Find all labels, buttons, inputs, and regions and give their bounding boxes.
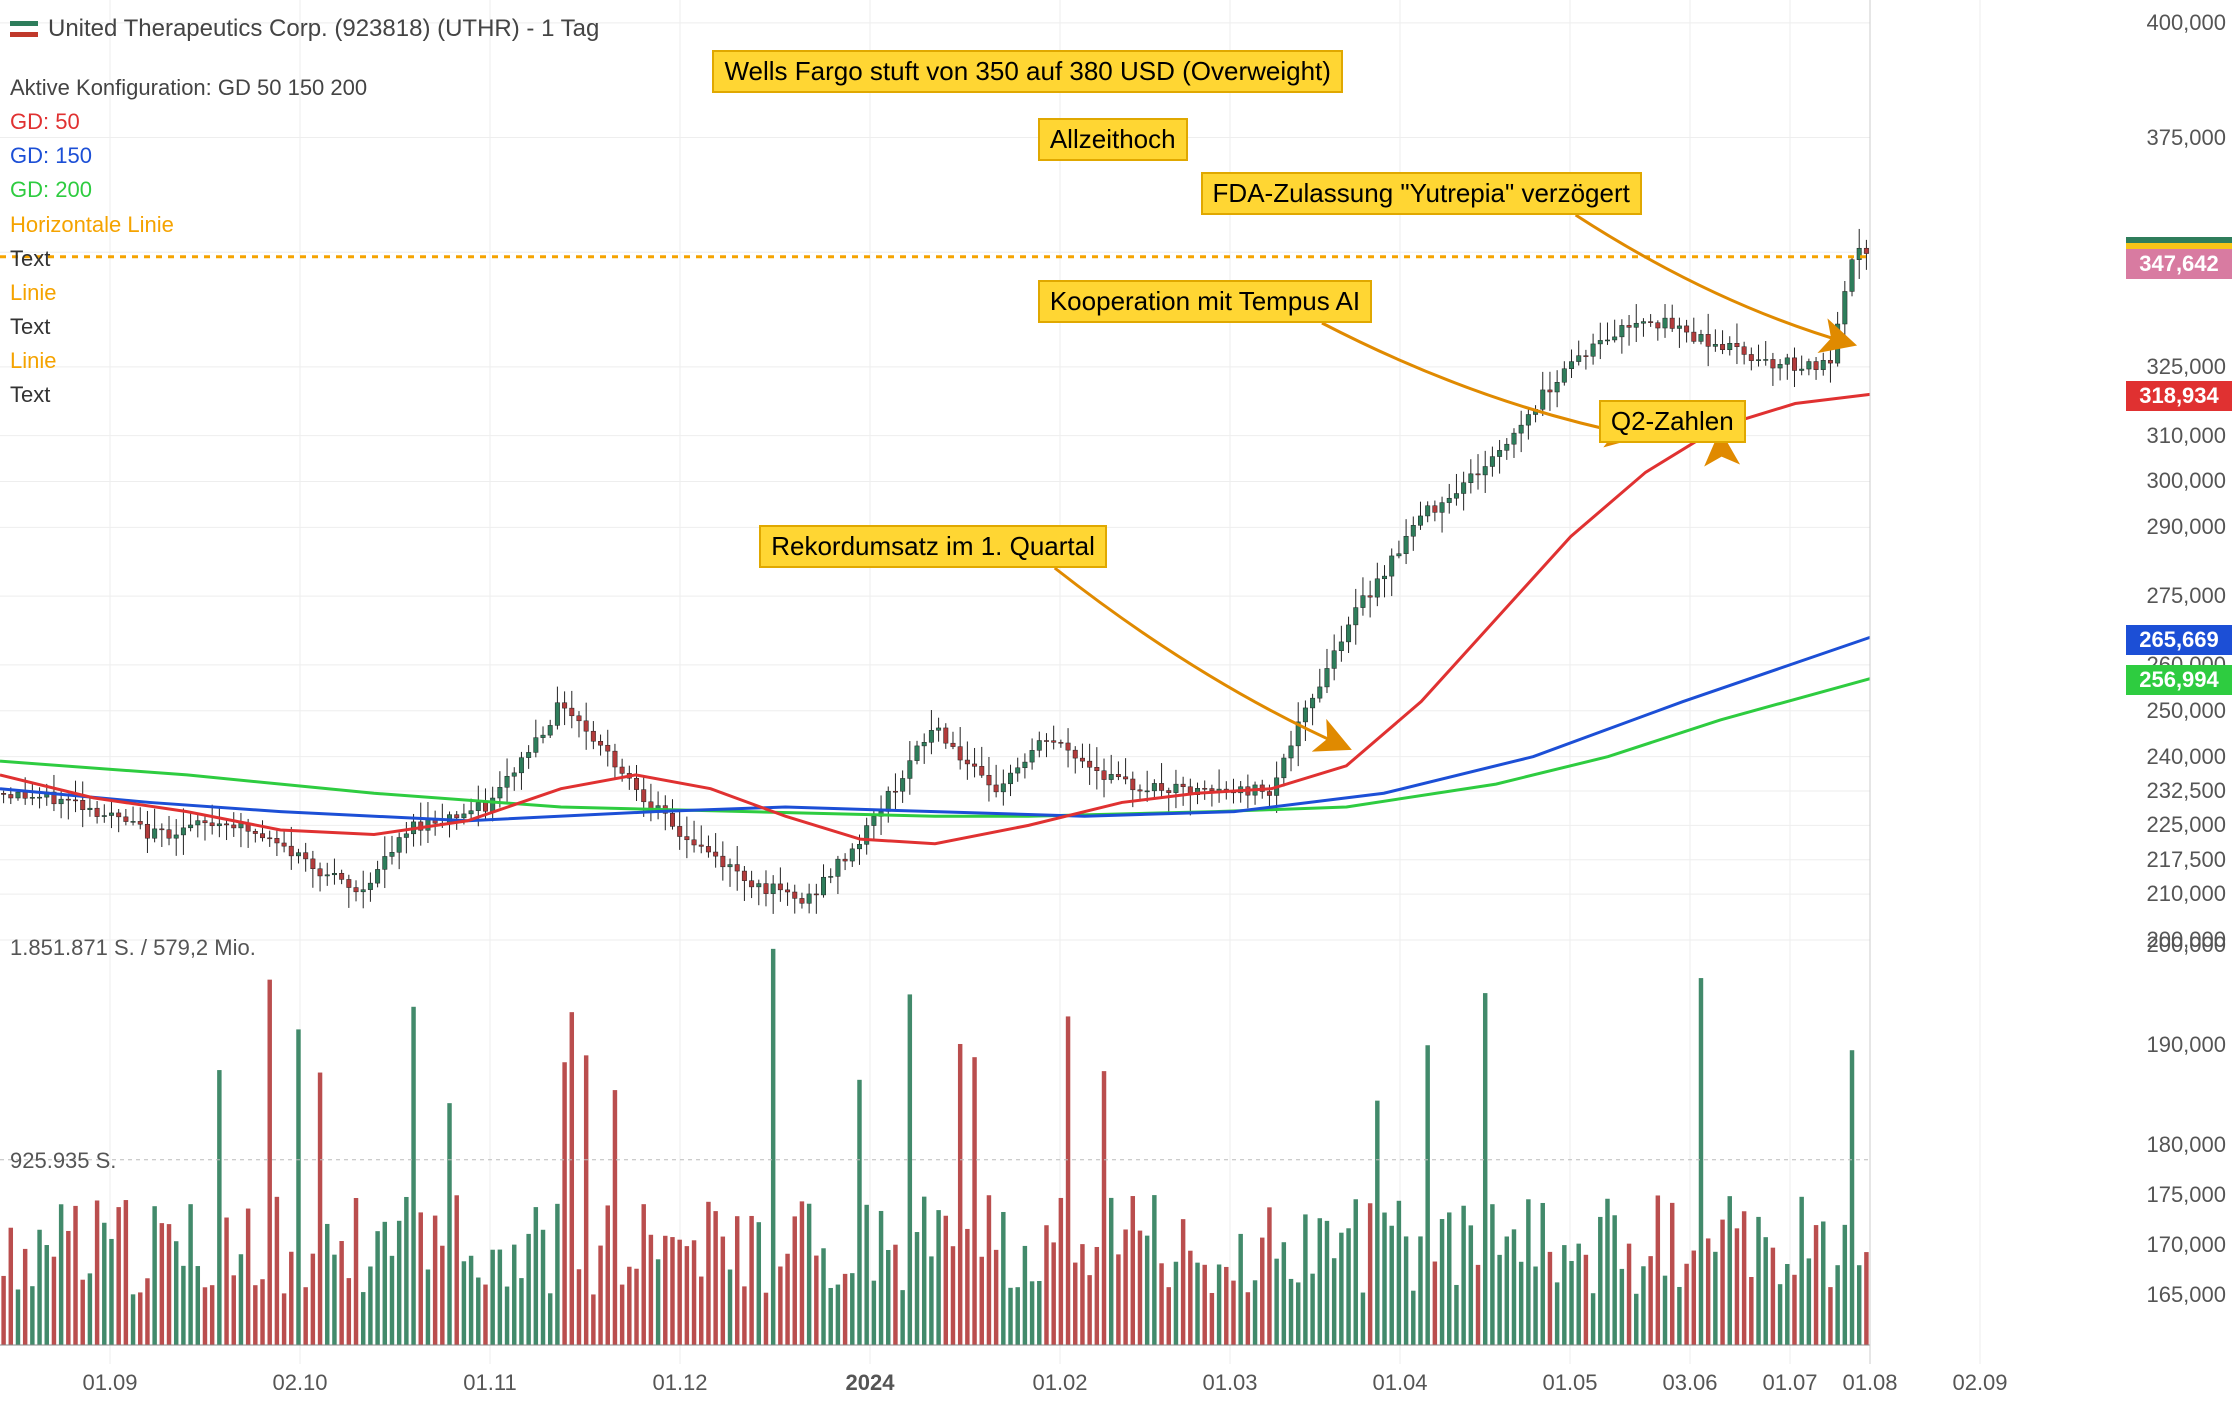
- annotation-box: Rekordumsatz im 1. Quartal: [759, 525, 1107, 568]
- y-tick-label: 310,000: [2146, 423, 2226, 449]
- y-tick-label: 225,000: [2146, 812, 2226, 838]
- legend-item: Linie: [10, 276, 599, 310]
- y-tick-label: 275,000: [2146, 583, 2226, 609]
- x-tick-label: 02.10: [272, 1370, 327, 1396]
- annotation-box: Allzeithoch: [1038, 118, 1188, 161]
- x-tick-label: 01.12: [652, 1370, 707, 1396]
- x-tick-label: 03.06: [1662, 1370, 1717, 1396]
- price-tag: 347,642: [2126, 249, 2232, 279]
- y-tick-label: 400,000: [2146, 10, 2226, 36]
- legend-item: Text: [10, 378, 599, 412]
- x-tick-label: 01.04: [1372, 1370, 1427, 1396]
- legend-item: Text: [10, 310, 599, 344]
- legend-item: GD: 150: [10, 139, 599, 173]
- x-tick-label: 2024: [846, 1370, 895, 1396]
- y-tick-label: 325,000: [2146, 354, 2226, 380]
- annotation-box: FDA-Zulassung "Yutrepia" verzögert: [1201, 172, 1642, 215]
- price-tag: 318,934: [2126, 381, 2232, 411]
- price-tag: 256,994: [2126, 665, 2232, 695]
- annotation-box: Wells Fargo stuft von 350 auf 380 USD (O…: [712, 50, 1342, 93]
- y-tick-label: 190,000: [2146, 1032, 2226, 1058]
- x-tick-label: 02.09: [1952, 1370, 2007, 1396]
- title-swatch-icon: [10, 21, 38, 37]
- y-tick-label: 170,000: [2146, 1232, 2226, 1258]
- chart-legend: United Therapeutics Corp. (923818) (UTHR…: [10, 10, 599, 412]
- legend-item: GD: 200: [10, 173, 599, 207]
- y-tick-label: 175,000: [2146, 1182, 2226, 1208]
- annotation-box: Q2-Zahlen: [1599, 400, 1746, 443]
- chart-title-line: United Therapeutics Corp. (923818) (UTHR…: [10, 10, 599, 47]
- x-tick-label: 01.07: [1762, 1370, 1817, 1396]
- y-tick-label: 232,500: [2146, 778, 2226, 804]
- y-tick-label: 300,000: [2146, 468, 2226, 494]
- y-tick-label: 200,000: [2146, 932, 2226, 958]
- y-tick-label: 250,000: [2146, 698, 2226, 724]
- config-line: Aktive Konfiguration: GD 50 150 200: [10, 71, 599, 105]
- x-tick-label: 01.09: [82, 1370, 137, 1396]
- y-tick-label: 240,000: [2146, 744, 2226, 770]
- y-tick-label: 180,000: [2146, 1132, 2226, 1158]
- y-tick-label: 375,000: [2146, 125, 2226, 151]
- y-tick-label: 217,500: [2146, 847, 2226, 873]
- x-tick-label: 01.11: [463, 1370, 516, 1396]
- chart-title: United Therapeutics Corp. (923818) (UTHR…: [48, 10, 599, 47]
- volume-midline-label: 925.935 S.: [10, 1148, 116, 1174]
- legend-item: GD: 50: [10, 105, 599, 139]
- x-tick-label: 01.02: [1032, 1370, 1087, 1396]
- annotation-box: Kooperation mit Tempus AI: [1038, 280, 1372, 323]
- legend-item: Horizontale Linie: [10, 208, 599, 242]
- y-tick-label: 165,000: [2146, 1282, 2226, 1308]
- volume-summary: 1.851.871 S. / 579,2 Mio.: [10, 935, 256, 961]
- y-tick-label: 210,000: [2146, 881, 2226, 907]
- legend-item: Linie: [10, 344, 599, 378]
- y-tick-label: 290,000: [2146, 514, 2226, 540]
- legend-item: Text: [10, 242, 599, 276]
- x-tick-label: 01.05: [1542, 1370, 1597, 1396]
- x-tick-label: 01.03: [1202, 1370, 1257, 1396]
- x-tick-label: 01.08: [1842, 1370, 1897, 1396]
- price-tag: 265,669: [2126, 625, 2232, 655]
